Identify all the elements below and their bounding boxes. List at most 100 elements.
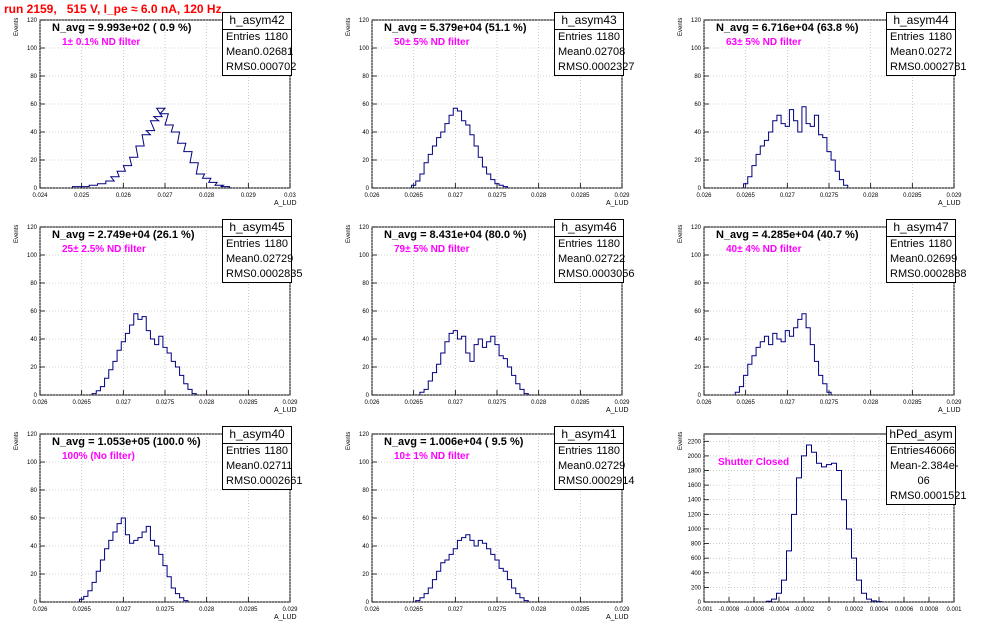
stats-rms-value: 0.0002914 — [582, 474, 634, 489]
histogram-bin — [823, 384, 827, 395]
histogram-bin — [466, 535, 470, 602]
histogram-bin — [437, 138, 441, 188]
y-tick-label: 40 — [30, 337, 37, 343]
histogram-bin — [819, 375, 823, 395]
stats-rms-label: RMS — [890, 267, 914, 282]
x-tick-label: 0.028 — [863, 193, 879, 199]
stats-entries-value: 1180 — [264, 237, 288, 252]
histogram-bin — [748, 364, 752, 395]
filter-label: 1± 0.1% ND filter — [62, 37, 140, 48]
histogram-bin — [495, 345, 499, 395]
y-tick-label: 100 — [691, 46, 702, 52]
x-tick-label: 0.029 — [946, 400, 962, 406]
y-tick-label: 60 — [30, 516, 37, 522]
stats-entries-value: 46066 — [924, 444, 955, 459]
x-tick-label: 0.0275 — [488, 607, 507, 613]
x-tick-label: 0.028 — [199, 607, 215, 613]
histogram-bin — [797, 478, 802, 602]
x-tick-label: 0.028 — [531, 400, 547, 406]
filter-label: 25± 2.5% ND filter — [62, 244, 146, 255]
histogram-bin — [814, 115, 818, 188]
histogram-line — [412, 108, 508, 188]
stats-entries-value: 1180 — [264, 30, 288, 45]
histogram-bin — [503, 571, 507, 602]
x-tick-label: 0.0002 — [845, 607, 864, 613]
y-tick-label: 0 — [34, 186, 38, 192]
histogram-bin — [167, 353, 171, 395]
y-axis-label: Events — [14, 225, 20, 243]
y-tick-label: 20 — [694, 158, 701, 164]
histogram-bin — [503, 359, 507, 395]
y-axis-label: Events — [346, 18, 352, 36]
histogram-bin — [175, 367, 179, 395]
histogram-bin — [142, 532, 146, 602]
x-tick-label: 0 — [827, 607, 831, 613]
histogram-bin — [106, 181, 114, 188]
histogram-bin — [175, 594, 179, 602]
stats-mean-label: Mean — [226, 45, 254, 60]
stats-rms-value: 0.0002661 — [250, 474, 302, 489]
stats-rms-label: RMS — [226, 474, 250, 489]
stats-mean-value: 0.02699 — [918, 252, 958, 267]
navg-label: N_avg = 5.379e+04 (51.1 %) — [384, 22, 526, 34]
navg-label: N_avg = 9.993e+02 ( 0.9 %) — [52, 22, 191, 34]
x-tick-label: 0.0285 — [571, 607, 590, 613]
y-tick-label: 60 — [30, 309, 37, 315]
x-tick-label: 0.0285 — [571, 193, 590, 199]
x-tick-label: 0.026 — [116, 193, 132, 199]
y-tick-label: 60 — [694, 102, 701, 108]
histogram-bin — [165, 125, 173, 188]
stats-entries-value: 1180 — [264, 444, 288, 459]
stats-rms-label: RMS — [558, 267, 582, 282]
filter-label: 10± 1% ND filter — [394, 451, 470, 462]
x-tick-label: 0.029 — [282, 400, 298, 406]
stats-mean-label: Mean — [226, 252, 254, 267]
y-axis-label: Events — [678, 18, 684, 36]
histogram-bin — [773, 333, 777, 395]
histogram-bin — [478, 540, 482, 602]
y-tick-label: 0 — [34, 393, 38, 399]
y-tick-label: 120 — [359, 18, 370, 24]
x-tick-label: 0.028 — [199, 400, 215, 406]
histogram-bin — [474, 146, 478, 188]
stats-mean-value: 0.02722 — [586, 252, 626, 267]
histogram-bin — [462, 121, 466, 188]
histogram-bin — [146, 131, 154, 188]
histogram-bin — [785, 126, 789, 188]
histogram-line — [416, 535, 529, 602]
y-tick-label: 100 — [691, 253, 702, 259]
stats-rms-label: RMS — [890, 489, 914, 504]
x-tick-label: 0.0265 — [404, 193, 423, 199]
x-tick-label: 0.027 — [157, 193, 173, 199]
y-tick-label: 20 — [694, 365, 701, 371]
navg-label: N_avg = 1.006e+04 ( 9.5 %) — [384, 436, 523, 448]
x-tick-label: 0.029 — [282, 607, 298, 613]
histogram-bin — [134, 540, 138, 602]
histogram-bin — [756, 347, 760, 395]
histogram-line — [744, 107, 848, 188]
y-tick-label: 1000 — [688, 527, 702, 533]
y-tick-label: 60 — [694, 309, 701, 315]
histogram-bin — [787, 551, 792, 602]
x-tick-label: 0.029 — [614, 607, 630, 613]
x-tick-label: -0.0008 — [719, 607, 740, 613]
y-tick-label: 0 — [698, 186, 702, 192]
histogram-bin — [802, 314, 806, 395]
histogram-bin — [764, 336, 768, 395]
histogram-bin — [130, 543, 134, 602]
histogram-bin — [432, 373, 436, 395]
histogram-bin — [100, 560, 104, 602]
histogram-bin — [113, 532, 117, 602]
stats-hist-name: h_asym43 — [555, 13, 623, 30]
stats-rms-value: 0.0002888 — [914, 267, 966, 282]
histogram-bin — [516, 384, 520, 395]
